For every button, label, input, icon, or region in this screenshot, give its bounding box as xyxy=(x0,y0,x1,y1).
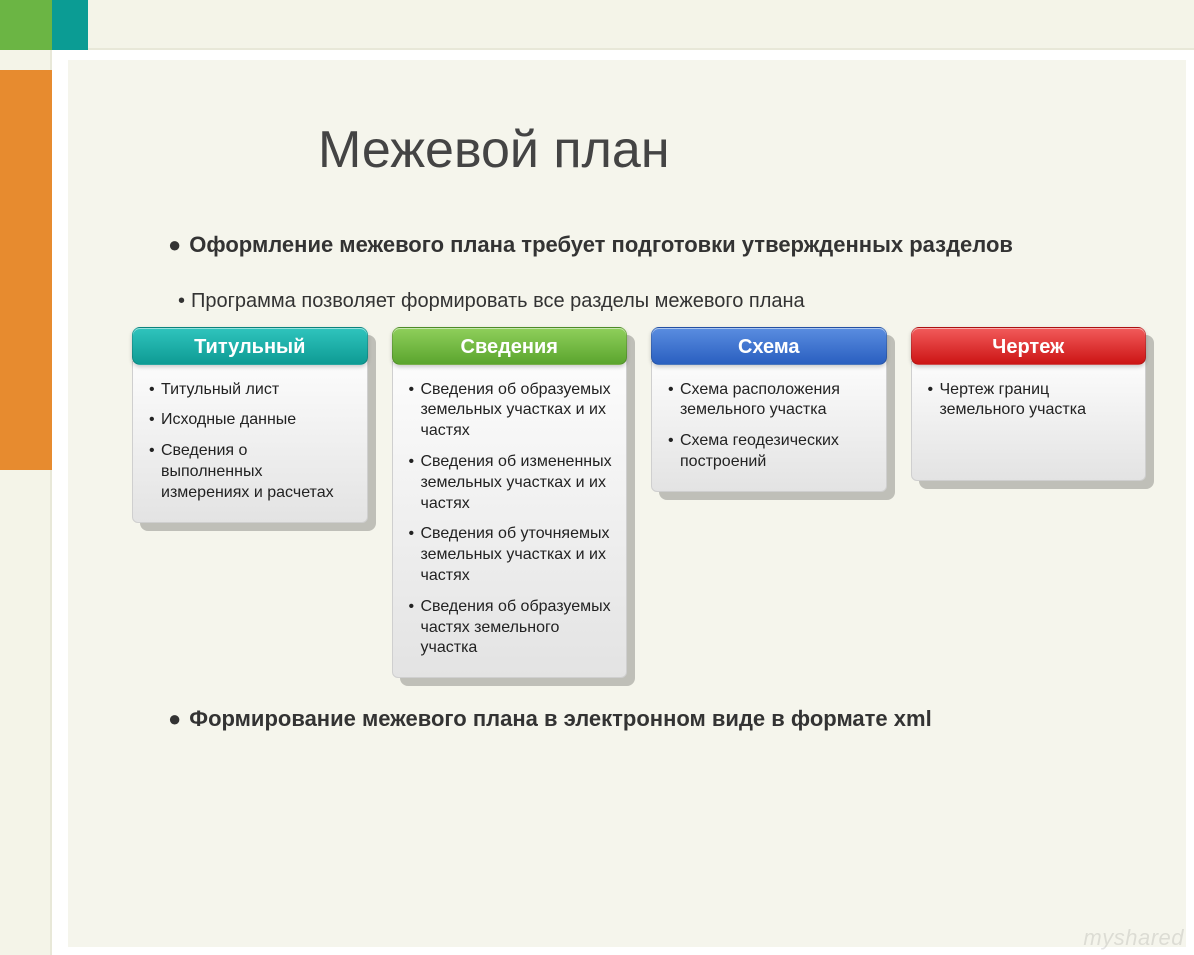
card-list: Чертеж границ земельного участка xyxy=(926,380,1132,422)
bullet-sub: • Программа позволяет формировать все раз… xyxy=(178,290,1126,313)
card-header-svedeniya: Сведения xyxy=(392,327,628,365)
list-item: Чертеж границ земельного участка xyxy=(926,380,1132,422)
top-stripe xyxy=(0,0,1194,50)
card-header-chertezh: Чертеж xyxy=(911,327,1147,365)
card-chertezh: Чертеж Чертеж границ земельного участка xyxy=(911,327,1147,481)
list-item: Сведения об уточняемых земельных участка… xyxy=(407,524,613,586)
top-accent-teal-block xyxy=(52,0,88,50)
top-left-green-block xyxy=(0,0,52,50)
bullet-main: ● Оформление межевого плана требует подго… xyxy=(168,230,1126,260)
card-body-titulnyy: Титульный лист Исходные данные Сведения … xyxy=(132,361,368,523)
list-item: Схема геодезических построений xyxy=(666,431,872,473)
list-item: Исходные данные xyxy=(147,410,353,431)
card-body-svedeniya: Сведения об образуемых земельных участка… xyxy=(392,361,628,679)
bullet-sub-text: Программа позволяет формировать все разд… xyxy=(191,290,805,312)
bullet-bottom: ● Формирование межевого плана в электронн… xyxy=(168,706,1126,732)
bullet-bottom-text: Формирование межевого плана в электронно… xyxy=(189,706,931,731)
card-body-skhema: Схема расположения земельного участка Сх… xyxy=(651,361,887,492)
left-orange-block xyxy=(0,70,52,470)
watermark: myshared xyxy=(1083,925,1184,951)
list-item: Сведения об измененных земельных участка… xyxy=(407,452,613,514)
list-item: Титульный лист xyxy=(147,380,353,401)
card-titulnyy: Титульный Титульный лист Исходные данные… xyxy=(132,327,368,523)
bullet-main-text: Оформление межевого плана требует подгот… xyxy=(189,232,1013,257)
bullet-dot-icon: • xyxy=(178,290,185,312)
card-list: Титульный лист Исходные данные Сведения … xyxy=(147,380,353,504)
slide-area: Межевой план ● Оформление межевого плана … xyxy=(68,60,1186,947)
card-body-chertezh: Чертеж границ земельного участка xyxy=(911,361,1147,481)
page-title: Межевой план xyxy=(318,120,1186,180)
list-item: Сведения о выполненных измерениях и расч… xyxy=(147,441,353,503)
list-item: Сведения об образуемых земельных участка… xyxy=(407,380,613,442)
list-item: Сведения об образуемых частях земельного… xyxy=(407,597,613,659)
cards-row: Титульный Титульный лист Исходные данные… xyxy=(132,327,1146,679)
card-header-titulnyy: Титульный xyxy=(132,327,368,365)
card-list: Схема расположения земельного участка Сх… xyxy=(666,380,872,473)
card-list: Сведения об образуемых земельных участка… xyxy=(407,380,613,660)
bullet-dot-icon: ● xyxy=(168,706,181,731)
card-svedeniya: Сведения Сведения об образуемых земельны… xyxy=(392,327,628,679)
bullet-dot-icon: ● xyxy=(168,232,181,257)
card-skhema: Схема Схема расположения земельного учас… xyxy=(651,327,887,492)
card-header-skhema: Схема xyxy=(651,327,887,365)
list-item: Схема расположения земельного участка xyxy=(666,380,872,422)
